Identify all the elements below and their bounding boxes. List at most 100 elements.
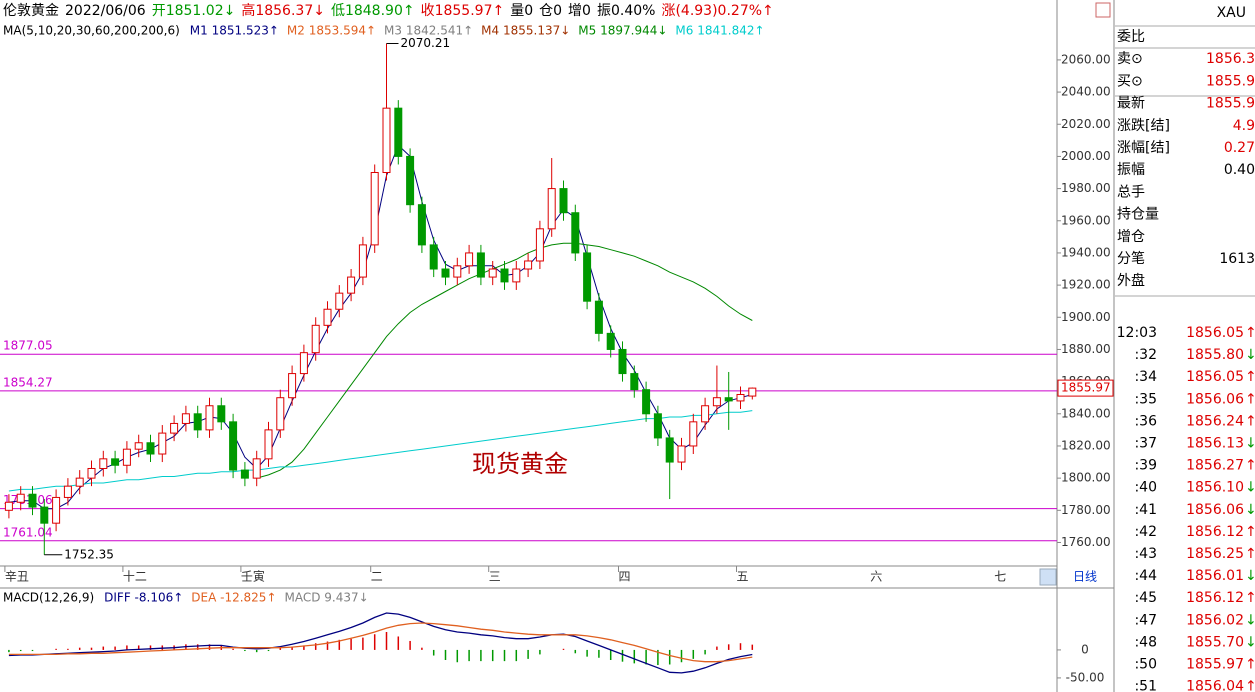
tick-time: :35 [1134, 391, 1157, 407]
y-tick-label: 0 [1081, 642, 1089, 656]
candle-body [736, 393, 745, 402]
y-tick-label: 1880.00 [1061, 342, 1111, 356]
tick-price: 1856.27 [1186, 458, 1244, 474]
y-tick-label: 1820.00 [1061, 438, 1111, 452]
header-item: 伦敦黄金 [3, 2, 59, 19]
legend-entry: M5 1897.944↓ [578, 24, 667, 38]
candle-body [181, 413, 190, 424]
candle-body [488, 268, 497, 278]
tick-time: :44 [1134, 568, 1157, 584]
tick-price: 1856.02 [1186, 612, 1244, 628]
candle-body [52, 496, 61, 524]
candle-body [229, 421, 238, 471]
candle-body [276, 397, 285, 431]
candle-body [559, 188, 568, 214]
candle-body [264, 429, 273, 460]
row-label: 涨幅[结] [1117, 140, 1170, 156]
tick-price: 1856.12 [1186, 524, 1244, 540]
candle-body [16, 493, 25, 503]
scroll-button[interactable] [1039, 568, 1057, 586]
tick-price: 1855.97 [1186, 657, 1244, 673]
level-label: 1761.04 [3, 525, 53, 539]
candle-body [122, 448, 131, 466]
legend-entry: M4 1855.137↓ [481, 24, 570, 38]
legend-entry: DEA -12.825↑ [191, 591, 276, 605]
candle-body [146, 442, 155, 455]
row-label: 增仓 [1117, 229, 1145, 245]
candle-body [653, 413, 662, 439]
candle-body [594, 300, 603, 334]
candle-body [512, 268, 521, 283]
row-label: 分笔 [1117, 251, 1145, 267]
x-tick-label: 十二 [123, 570, 147, 584]
level-label: 1781.06 [3, 493, 53, 507]
tick-arrow: ↑ [1245, 679, 1255, 692]
header-item: 量0 [510, 3, 533, 19]
header-item: 高1856.37↓ [241, 2, 325, 19]
header-item: 增0 [568, 3, 591, 19]
period-button[interactable]: 日线 [1073, 570, 1097, 584]
candle-body [712, 397, 721, 407]
tick-arrow: ↑ [1245, 458, 1255, 474]
header-item: 开1851.02↓ [152, 3, 236, 19]
y-tick-label: 1920.00 [1061, 278, 1111, 292]
candle-body [701, 405, 710, 423]
min-label: 1752.35 [64, 547, 114, 561]
row-label: 委比 [1117, 29, 1145, 45]
candle-body [205, 405, 214, 431]
tick-arrow: ↓ [1245, 480, 1255, 496]
tick-price: 1856.24 [1186, 413, 1244, 429]
tick-time: :51 [1134, 679, 1157, 692]
candle-body [583, 252, 592, 302]
candle-body [193, 413, 202, 431]
y-tick-label: 1760.00 [1061, 535, 1111, 549]
level-label: 1877.05 [3, 339, 53, 353]
candle-body [665, 437, 674, 463]
x-tick-label: 四 [619, 570, 631, 584]
row-value: 0.40 [1224, 162, 1255, 178]
candle-body [429, 244, 438, 270]
candle-body [323, 308, 332, 326]
y-tick-label: 2020.00 [1061, 117, 1111, 131]
candle-body [476, 252, 485, 278]
price-tag-label: 1855.97 [1061, 381, 1111, 395]
candle-body [335, 292, 344, 310]
candle-body [630, 373, 639, 391]
row-value: 4.9 [1233, 118, 1255, 134]
tick-price: 1856.13 [1186, 436, 1244, 452]
header-item: 涨(4.93)0.27%↑ [661, 3, 773, 19]
y-tick-label: 1980.00 [1061, 181, 1111, 195]
tick-time: :37 [1134, 436, 1157, 452]
candle-body [748, 387, 757, 397]
candle-body [87, 467, 96, 479]
candle-body [288, 373, 297, 399]
tick-time: :41 [1134, 502, 1157, 518]
y-tick-label: 2060.00 [1061, 52, 1111, 66]
header-item: 振0.40% [597, 3, 655, 19]
legend-entry: MACD 9.437↓ [285, 591, 369, 605]
candle-body [618, 348, 627, 375]
y-tick-label: 1800.00 [1061, 471, 1111, 485]
tick-time: :39 [1134, 458, 1157, 474]
row-label: 总手 [1117, 184, 1145, 200]
y-tick-label: 1940.00 [1061, 245, 1111, 259]
y-tick-label: 1780.00 [1061, 503, 1111, 517]
tick-time: :45 [1134, 590, 1157, 606]
row-label: 涨跌[结] [1117, 118, 1170, 134]
candle-body [500, 268, 509, 283]
tick-price: 1855.70 [1186, 634, 1244, 650]
candle-body [571, 212, 580, 254]
candle-body [406, 155, 415, 206]
tick-price: 1855.80 [1186, 347, 1244, 363]
max-label: 2070.21 [401, 36, 451, 50]
ma-line [8, 144, 753, 510]
tick-price: 1856.10 [1186, 480, 1244, 496]
header-item: 仓0 [539, 3, 562, 19]
symbol: XAU [1217, 5, 1246, 21]
row-value: 1855.9 [1206, 73, 1255, 89]
tick-time: :42 [1134, 524, 1157, 540]
candle-body [724, 397, 733, 402]
panel-toggle[interactable] [1095, 2, 1111, 18]
row-value: 1855.9 [1206, 96, 1255, 112]
ma-label: MA(5,10,20,30,60,200,200,6) [3, 24, 180, 38]
